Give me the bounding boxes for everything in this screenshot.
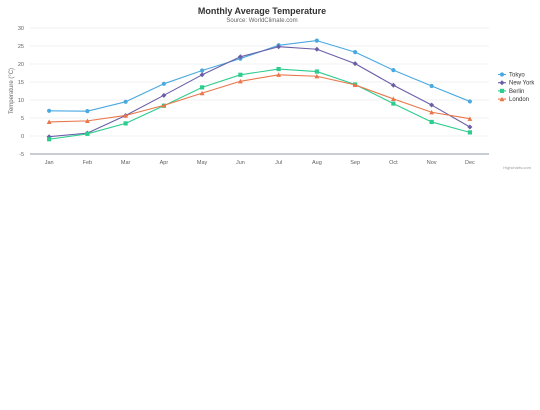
series-london[interactable]: [46, 72, 473, 125]
x-tick-label: Jun: [236, 160, 245, 166]
data-point[interactable]: [429, 102, 435, 108]
data-point[interactable]: [200, 68, 205, 73]
data-point[interactable]: [237, 78, 243, 84]
legend: Tokyo New York Berlin London: [498, 72, 535, 103]
legend-label[interactable]: London: [509, 97, 529, 103]
legend-item-new-york[interactable]: New York: [498, 80, 535, 87]
data-point[interactable]: [390, 82, 396, 88]
data-point[interactable]: [314, 38, 319, 43]
x-tick-label: Feb: [83, 160, 92, 166]
data-point[interactable]: [47, 137, 52, 142]
x-tick-label: Jan: [45, 160, 54, 166]
data-point[interactable]: [161, 92, 167, 98]
data-point[interactable]: [85, 109, 90, 114]
y-tick-label: 30: [18, 26, 24, 32]
data-point[interactable]: [467, 124, 473, 130]
data-point[interactable]: [276, 66, 281, 72]
series-line-tokyo[interactable]: [48, 40, 471, 112]
x-tick-label: Dec: [465, 160, 475, 166]
data-point[interactable]: [123, 113, 129, 118]
legend-marker[interactable]: [499, 72, 505, 77]
data-point[interactable]: [276, 44, 282, 50]
legend-item-tokyo[interactable]: Tokyo: [498, 72, 525, 79]
x-tick-label: Apr: [160, 160, 169, 166]
y-tick-label: 5: [21, 116, 24, 122]
y-axis-title: Temperature (°C): [9, 68, 15, 114]
x-tick-label: Jul: [275, 160, 282, 166]
data-point[interactable]: [429, 109, 435, 115]
data-point[interactable]: [314, 69, 319, 74]
data-point[interactable]: [46, 119, 52, 125]
chart-subtitle: Source: WorldClimate.com: [226, 18, 297, 24]
legend-item-berlin[interactable]: Berlin: [498, 88, 524, 95]
data-point[interactable]: [123, 121, 128, 126]
legend-marker[interactable]: [499, 80, 505, 86]
legend-label[interactable]: Tokyo: [509, 73, 525, 79]
y-tick-label: -5: [19, 152, 24, 158]
legend-marker[interactable]: [499, 88, 505, 93]
y-tick-label: 0: [21, 134, 24, 140]
y-tick-label: 15: [18, 80, 24, 86]
credits-link[interactable]: Highcharts.com: [503, 165, 531, 170]
data-point[interactable]: [200, 85, 205, 90]
data-point[interactable]: [467, 130, 472, 135]
data-point[interactable]: [237, 54, 243, 60]
series-line-london[interactable]: [48, 74, 471, 123]
x-tick-label: Sep: [350, 160, 360, 166]
x-tick-label: Mar: [121, 160, 131, 166]
series-new-york[interactable]: [46, 44, 473, 140]
data-point[interactable]: [276, 72, 282, 77]
data-point[interactable]: [161, 103, 167, 108]
data-point[interactable]: [467, 99, 472, 104]
data-point[interactable]: [238, 72, 243, 77]
data-point[interactable]: [314, 73, 320, 79]
data-point[interactable]: [352, 61, 358, 67]
data-point[interactable]: [47, 108, 52, 113]
data-point[interactable]: [199, 72, 205, 78]
legend-marker[interactable]: [499, 96, 505, 102]
series-line-berlin[interactable]: [48, 68, 471, 140]
data-point[interactable]: [391, 101, 396, 106]
x-tick-label: Nov: [427, 160, 437, 166]
data-point[interactable]: [429, 119, 434, 125]
series-line-new-york[interactable]: [48, 46, 471, 138]
data-point[interactable]: [123, 99, 128, 104]
series-lines: [46, 38, 473, 142]
data-point[interactable]: [199, 90, 205, 96]
legend-item-london[interactable]: London: [498, 96, 529, 103]
data-point[interactable]: [352, 82, 358, 87]
y-tick-label: 20: [18, 62, 24, 68]
data-point[interactable]: [353, 50, 358, 55]
data-point[interactable]: [314, 46, 320, 52]
data-point[interactable]: [84, 118, 90, 123]
data-point[interactable]: [467, 116, 473, 121]
x-tick-label: Aug: [312, 160, 322, 166]
series-tokyo[interactable]: [47, 38, 472, 114]
data-point[interactable]: [429, 83, 434, 89]
legend-label[interactable]: Berlin: [509, 89, 524, 95]
x-tick-label: Oct: [389, 160, 398, 166]
chart-title: Monthly Average Temperature: [198, 6, 326, 16]
y-tick-label: 10: [18, 98, 24, 104]
y-tick-label: 25: [18, 44, 24, 50]
data-point[interactable]: [390, 96, 396, 102]
x-tick-label: May: [197, 160, 208, 166]
axes: -5 0 5 10 15 20 25 30 Jan Feb Mar Apr May Jun Jul Aug Se…: [18, 26, 489, 166]
data-point[interactable]: [391, 68, 396, 73]
legend-label[interactable]: New York: [509, 81, 535, 87]
data-point[interactable]: [161, 81, 166, 86]
data-point[interactable]: [85, 131, 90, 136]
